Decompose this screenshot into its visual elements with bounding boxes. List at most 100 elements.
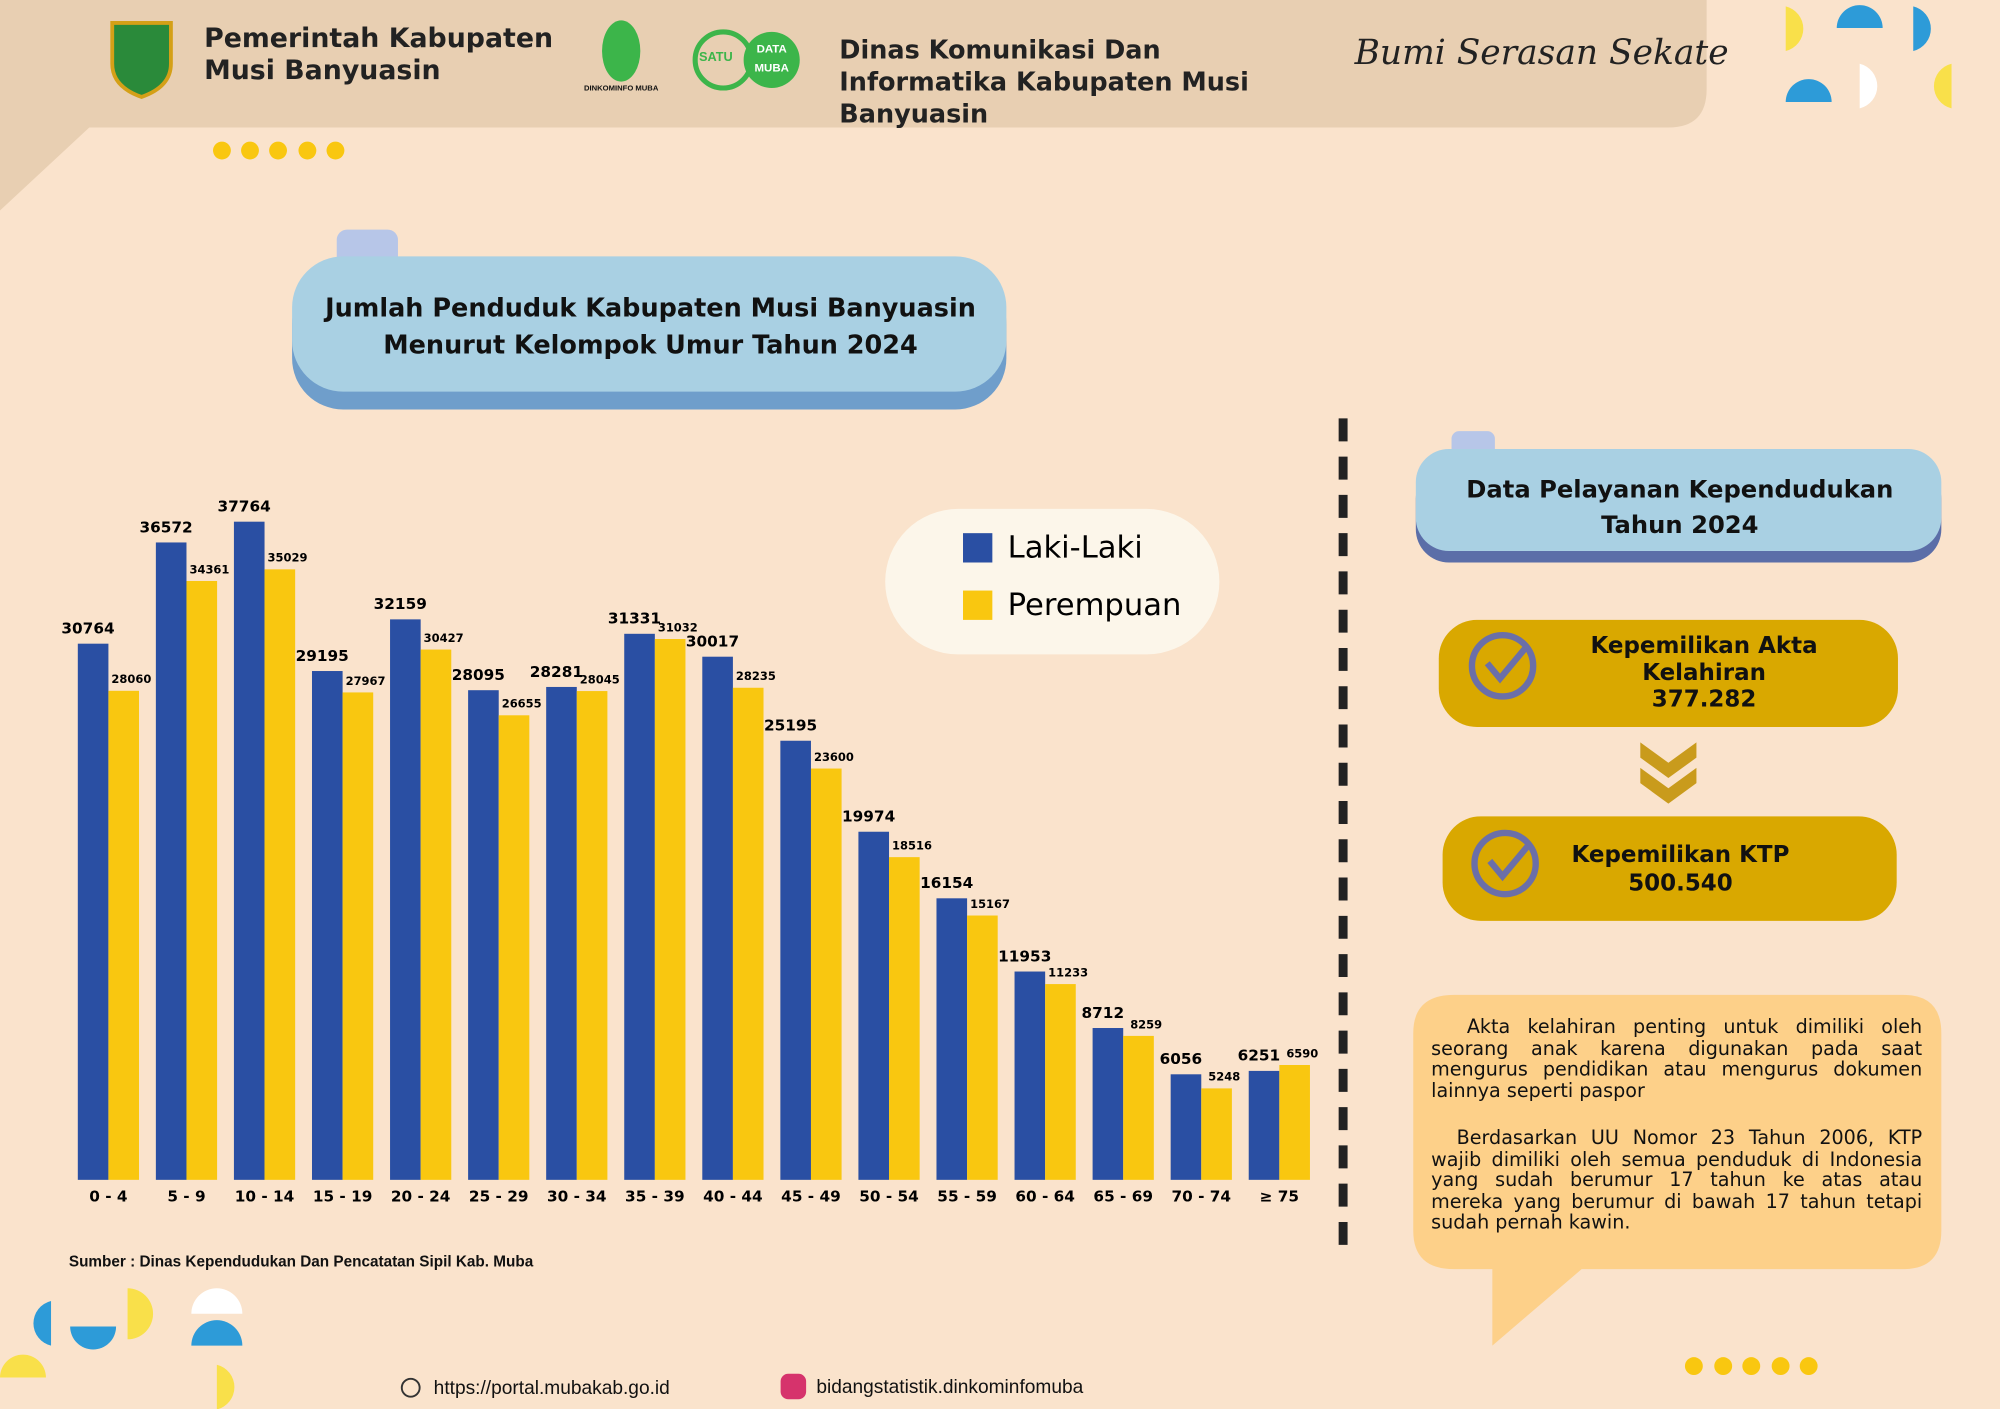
data-label: 15167 (970, 897, 1010, 911)
ktp-value: 500.540 (1628, 869, 1733, 897)
x-tick-label: 35 - 39 (625, 1188, 685, 1206)
bar (468, 690, 499, 1180)
data-label: 30764 (61, 619, 114, 637)
data-label: 36572 (139, 518, 192, 536)
x-tick-label: 45 - 49 (781, 1188, 841, 1206)
bar (1014, 971, 1046, 1180)
panel-title-box (1415, 448, 1942, 552)
legend-swatch (963, 533, 993, 563)
data-label: 8712 (1082, 1004, 1125, 1022)
data-label: 29195 (296, 647, 349, 665)
data-label: 28045 (580, 672, 620, 686)
bar (264, 569, 296, 1180)
akta-value: 377.282 (1651, 686, 1757, 714)
data-label: 32159 (374, 595, 427, 613)
bar (1123, 1035, 1154, 1180)
data-label: 28060 (111, 672, 151, 686)
title-box (292, 256, 1007, 392)
bar (1092, 1028, 1124, 1180)
dept-name: Dinas Komunikasi Dan Informatika Kabupat… (839, 34, 1249, 129)
bar (1170, 1074, 1202, 1180)
legend-label: Perempuan (1008, 588, 1182, 623)
bar (108, 690, 140, 1180)
bar (498, 715, 530, 1180)
note: Berdasarkan UU Nomor 23 Tahun 2006, KTP … (1431, 1126, 1923, 1234)
check-icons (1468, 632, 1539, 898)
logo (110, 21, 173, 99)
x-tick-label: ≥ 75 (1260, 1188, 1299, 1206)
dots (213, 141, 1818, 1375)
x-tick-label: 70 - 74 (1171, 1188, 1231, 1206)
footer-instagram: bidangstatistik.dinkominfomuba (816, 1376, 1084, 1398)
legend-label: Laki-Laki (1008, 530, 1143, 565)
data-label: 30017 (686, 632, 739, 650)
bar (342, 692, 374, 1180)
data-label: 23600 (814, 750, 854, 764)
bar (576, 691, 608, 1180)
x-tick-label: 55 - 59 (937, 1188, 997, 1206)
akta-label: Kepemilikan Akta Kelahiran (1590, 632, 1818, 687)
header-band (0, 0, 1707, 211)
chart-area: 0 - 4 30764 28060 5 - 9 36572 34361 10 - 14 377… (61, 497, 1318, 1205)
data-label: 31331 (608, 610, 661, 628)
bar (546, 686, 577, 1180)
x-tick-label: 40 - 44 (703, 1188, 763, 1206)
logo-caption: DINKOMINFO MUBA (583, 85, 659, 94)
bar (155, 542, 187, 1180)
x-tick-label: 0 - 4 (89, 1188, 127, 1206)
bar (1248, 1070, 1280, 1180)
globe-icon (400, 1377, 421, 1398)
x-tick-label: 10 - 14 (235, 1188, 295, 1206)
badge-text: DATA (756, 42, 787, 55)
x-tick-label: 50 - 54 (859, 1188, 919, 1206)
arrow-down (1640, 742, 1697, 804)
rocket-logo (602, 20, 641, 82)
bar (1201, 1088, 1232, 1180)
x-tick-label: 20 - 24 (391, 1188, 451, 1206)
decor (0, 5, 1952, 1409)
data-label: 6251 (1238, 1047, 1281, 1065)
bar (77, 643, 109, 1180)
data-label: 35029 (268, 551, 308, 565)
badge-text: SATU (698, 51, 733, 66)
akta-box (1438, 619, 1898, 728)
bar (810, 768, 842, 1180)
instagram-icon (780, 1373, 807, 1400)
footer-url: https://portal.mubakab.go.id (433, 1377, 670, 1400)
data-label: 31032 (658, 620, 698, 634)
data-label: 25195 (764, 717, 817, 735)
data-label: 6056 (1160, 1050, 1203, 1068)
bar (967, 915, 998, 1180)
bar (732, 687, 764, 1180)
bar (858, 831, 890, 1180)
chart-title: Jumlah Penduduk Kabupaten Musi Banyuasin… (325, 292, 976, 360)
data-label: 30427 (424, 631, 464, 645)
bar (624, 633, 655, 1180)
bar (1279, 1064, 1310, 1180)
data-label: 6590 (1286, 1046, 1318, 1060)
bar (186, 580, 218, 1180)
x-tick-label: 65 - 69 (1093, 1188, 1153, 1206)
data-label: 27967 (346, 674, 386, 688)
bar (780, 740, 811, 1180)
data-label: 37764 (218, 497, 271, 515)
bar (390, 619, 421, 1180)
x-tick-label: 60 - 64 (1015, 1188, 1075, 1206)
bar (889, 857, 920, 1180)
bar (420, 649, 452, 1180)
legend-swatch (963, 590, 993, 620)
note-bubble (1413, 994, 1942, 1346)
data-label: 11953 (998, 947, 1051, 965)
bar (702, 656, 733, 1180)
data-label: 16154 (920, 874, 973, 892)
data-label: 5248 (1208, 1070, 1240, 1084)
bar (233, 521, 265, 1180)
x-tick-label: 25 - 29 (469, 1188, 529, 1206)
ktp-box (1442, 816, 1897, 921)
ktp-label: Kepemilikan KTP (1571, 841, 1790, 869)
badge-text: MUBA (754, 61, 789, 74)
badge-fill (743, 31, 800, 89)
